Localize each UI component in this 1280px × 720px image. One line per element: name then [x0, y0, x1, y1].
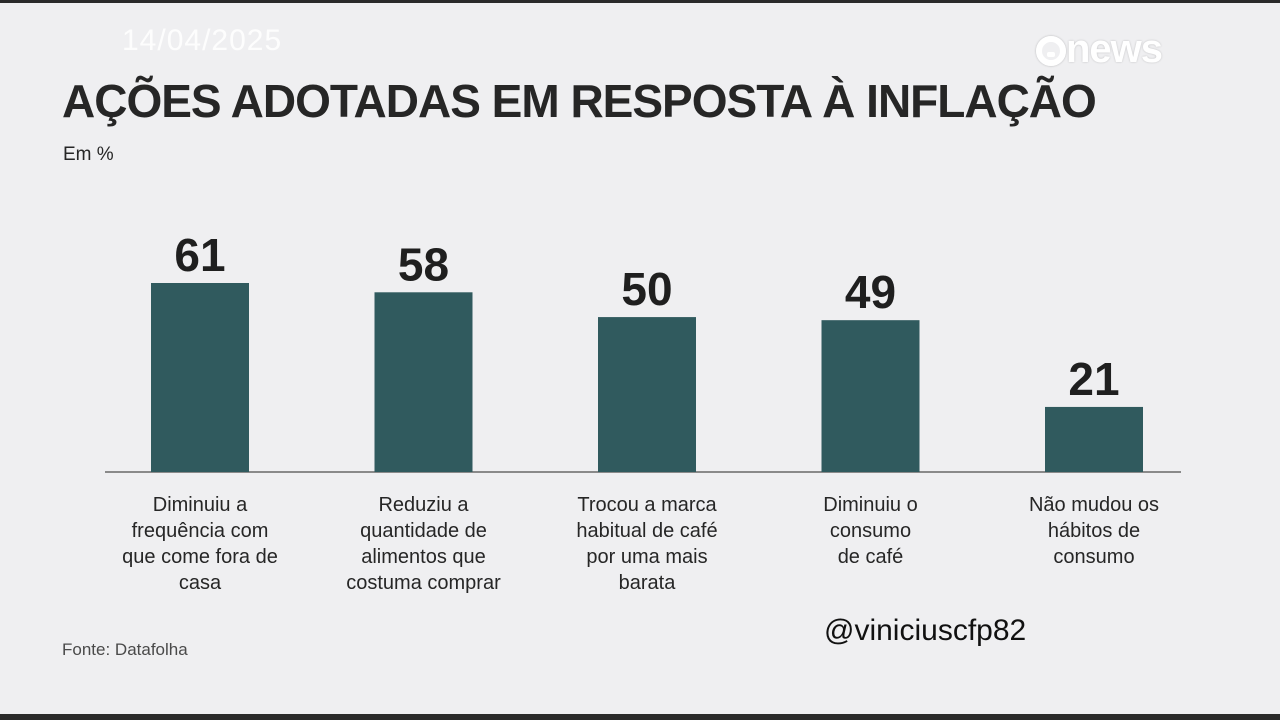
category-label-line: hábitos de: [1048, 520, 1140, 542]
date-stamp: 14/04/2025: [122, 24, 283, 57]
bar-5: [1045, 406, 1143, 472]
unit-label: Em %: [63, 144, 114, 165]
category-label-line: Diminuiu a: [153, 494, 248, 516]
bar-1: [151, 283, 249, 472]
bar-value-label-4: 49: [845, 266, 896, 318]
category-label-4: Diminuiu o consumo de café: [823, 494, 917, 568]
category-label-line: Trocou a marca: [577, 494, 717, 516]
category-label-2: Reduziu a quantidade de alimentos que costu…: [346, 494, 501, 594]
frame-bottom-border: [0, 714, 1280, 720]
category-label-line: consumo: [830, 520, 911, 542]
category-label-line: quantidade de: [360, 520, 487, 542]
source-note: Fonte: Datafolha: [62, 640, 188, 659]
category-label-line: casa: [179, 572, 222, 594]
category-label-line: por uma mais: [586, 546, 707, 568]
logo-text: news: [1066, 27, 1163, 71]
chart-title: AÇÕES ADOTADAS EM RESPOSTA À INFLAÇÃO: [62, 75, 1097, 127]
category-label-line: de café: [838, 546, 904, 568]
logo-ring-icon: [1036, 36, 1066, 66]
category-label-line: Não mudou os: [1029, 494, 1159, 516]
category-label-line: Diminuiu o: [823, 494, 917, 516]
bar-value-label-3: 50: [621, 263, 672, 315]
broadcaster-logo: news: [1036, 27, 1206, 78]
category-label-line: que come fora de: [122, 546, 278, 568]
category-label-line: Reduziu a: [378, 494, 469, 516]
category-label-line: consumo: [1053, 546, 1134, 568]
category-label-line: frequência com: [132, 520, 269, 542]
social-handle: @viniciuscfp82: [824, 614, 1027, 647]
category-label-3: Trocou a marca habitual de café por uma ma…: [576, 494, 717, 594]
bars-group: 61 Diminuiu a frequência com que come fora …: [122, 229, 1159, 594]
category-label-line: barata: [619, 572, 677, 594]
bar-2: [374, 292, 473, 472]
bar-3: [598, 317, 696, 472]
frame-top-border: [0, 0, 1280, 3]
bar-value-label-5: 21: [1068, 353, 1119, 405]
category-label-5: Não mudou os hábitos de consumo: [1029, 494, 1159, 568]
bar-value-label-1: 61: [174, 229, 225, 281]
category-label-line: habitual de café: [576, 520, 717, 542]
category-label-1: Diminuiu a frequência com que come fora de…: [122, 494, 278, 594]
bar-value-label-2: 58: [398, 238, 449, 290]
category-label-line: costuma comprar: [346, 572, 501, 594]
category-label-line: alimentos que: [361, 546, 486, 568]
bar-4: [821, 320, 920, 472]
